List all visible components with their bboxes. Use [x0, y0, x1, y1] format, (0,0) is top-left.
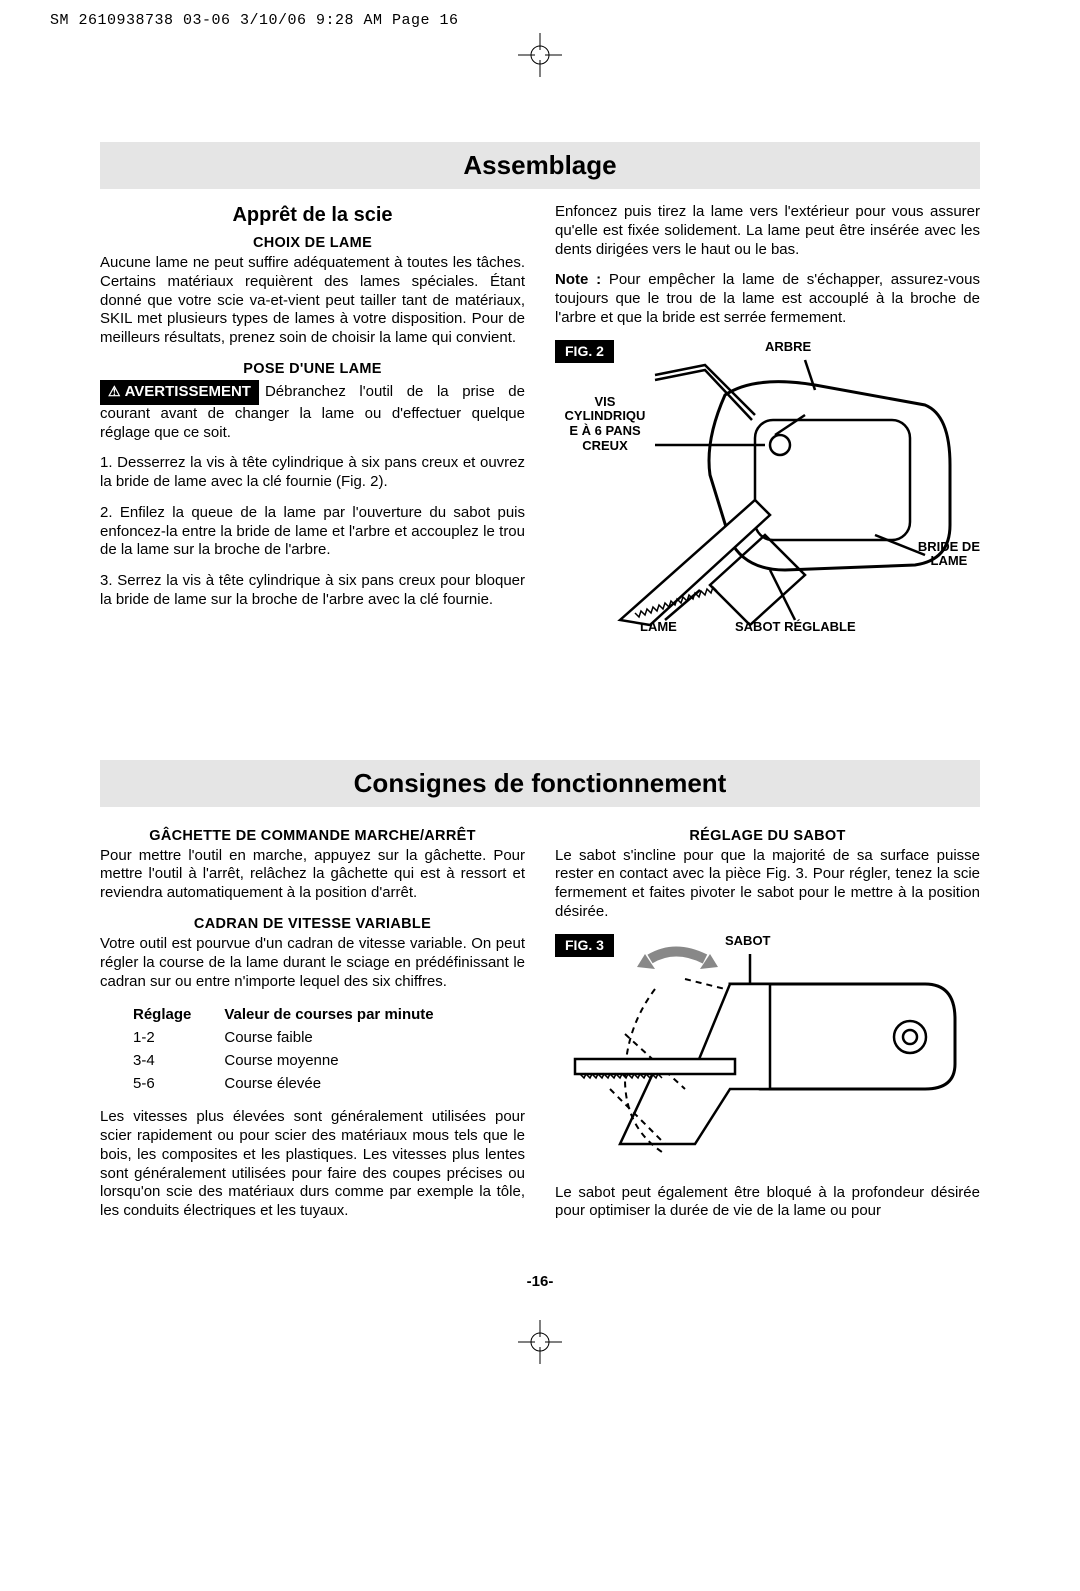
- para-shoe: Le sabot s'incline pour que la majorité …: [555, 847, 980, 922]
- section2-columns: GÂCHETTE DE COMMANDE MARCHE/ARRÊT Pour m…: [100, 821, 980, 1234]
- subtitle-appret: Apprêt de la scie: [100, 203, 525, 228]
- figure-2: FIG. 2 ARBRE VIS CYLINDRIQU E À 6 PANS C…: [555, 340, 980, 660]
- figure-3: FIG. 3 SABOT: [555, 934, 980, 1184]
- crop-mark-bottom-icon: [0, 1320, 1080, 1369]
- para-enfoncez: Enfoncez puis tirez la lame vers l'extér…: [555, 203, 980, 259]
- crop-mark-top-icon: [0, 33, 1080, 82]
- th-valeur: Valeur de courses par minute: [223, 1005, 463, 1026]
- para-speeds2: Les vitesses plus élevées sont généralem…: [100, 1108, 525, 1221]
- heading-speed-dial: CADRAN DE VITESSE VARIABLE: [100, 915, 525, 933]
- para-choix: Aucune lame ne peut suffire adéquatement…: [100, 254, 525, 348]
- heading-choix: CHOIX DE LAME: [100, 234, 525, 252]
- figure-2-drawing: [555, 345, 975, 645]
- speed-table: Réglage Valeur de courses par minute 1-2…: [130, 1003, 466, 1096]
- print-header: SM 2610938738 03-06 3/10/06 9:28 AM Page…: [0, 0, 1080, 29]
- heading-trigger: GÂCHETTE DE COMMANDE MARCHE/ARRÊT: [100, 827, 525, 845]
- section2-left: GÂCHETTE DE COMMANDE MARCHE/ARRÊT Pour m…: [100, 821, 525, 1234]
- content-area: Assemblage Apprêt de la scie CHOIX DE LA…: [0, 142, 1080, 1290]
- section1-right: Enfoncez puis tirez la lame vers l'extér…: [555, 203, 980, 660]
- step-2: 2. Enfilez la queue de la lame par l'ouv…: [100, 504, 525, 560]
- para-shoe-after: Le sabot peut également être bloqué à la…: [555, 1184, 980, 1222]
- th-reglage: Réglage: [132, 1005, 221, 1026]
- para-warning: AVERTISSEMENTDébranchez l'outil de la pr…: [100, 380, 525, 442]
- heading-shoe: RÉGLAGE DU SABOT: [555, 827, 980, 845]
- step-1: 1. Desserrez la vis à tête cylindrique à…: [100, 454, 525, 492]
- section-title-consignes: Consignes de fonctionnement: [100, 760, 980, 807]
- figure-3-drawing: [555, 939, 975, 1179]
- table-row: 5-6Course élevée: [132, 1074, 464, 1095]
- warning-badge: AVERTISSEMENT: [100, 380, 259, 405]
- table-row: Réglage Valeur de courses par minute: [132, 1005, 464, 1026]
- para-speed-dial: Votre outil est pourvue d'un cadran de v…: [100, 935, 525, 991]
- table-row: 3-4Course moyenne: [132, 1051, 464, 1072]
- section1-left: Apprêt de la scie CHOIX DE LAME Aucune l…: [100, 203, 525, 660]
- para-trigger: Pour mettre l'outil en marche, appuyez s…: [100, 847, 525, 903]
- note-text: Pour empêcher la lame de s'échapper, ass…: [555, 271, 980, 326]
- para-note: Note : Pour empêcher la lame de s'échapp…: [555, 271, 980, 327]
- note-bold: Note :: [555, 271, 601, 288]
- section-title-assemblage: Assemblage: [100, 142, 980, 189]
- section2-right: RÉGLAGE DU SABOT Le sabot s'incline pour…: [555, 821, 980, 1234]
- heading-pose: POSE D'UNE LAME: [100, 360, 525, 378]
- page-number: -16-: [100, 1273, 980, 1290]
- step-3: 3. Serrez la vis à tête cylindrique à si…: [100, 572, 525, 610]
- section1-columns: Apprêt de la scie CHOIX DE LAME Aucune l…: [100, 203, 980, 660]
- table-row: 1-2Course faible: [132, 1028, 464, 1049]
- page: SM 2610938738 03-06 3/10/06 9:28 AM Page…: [0, 0, 1080, 1369]
